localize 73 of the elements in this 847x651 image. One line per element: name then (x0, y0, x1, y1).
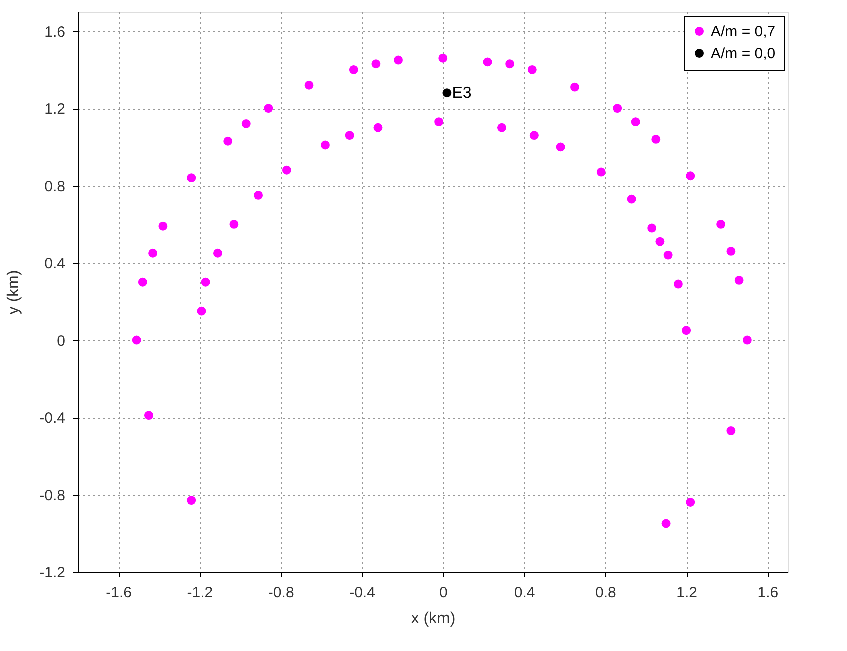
point (726, 426, 736, 436)
point (648, 224, 657, 233)
point (674, 280, 683, 289)
point (321, 140, 330, 150)
point (556, 142, 566, 152)
x-tick-label: -1.6 (106, 584, 132, 602)
point (570, 82, 580, 92)
point (158, 222, 168, 231)
legend-label: A/m = 0,0 (711, 46, 776, 62)
point (662, 519, 671, 528)
point (613, 104, 622, 114)
annotation: E3 (452, 85, 472, 102)
x-axis-title: x (km) (411, 610, 456, 628)
point (254, 190, 264, 200)
y-tick-label: -0.8 (40, 487, 66, 504)
y-tick-label: 0.8 (44, 178, 66, 196)
y-tick-label: 0 (57, 332, 66, 350)
y-tick-label: 0.4 (44, 256, 66, 273)
point (664, 250, 673, 260)
point (282, 166, 292, 175)
y-tick-label: -0.4 (40, 410, 66, 428)
point (144, 411, 154, 420)
point (345, 131, 354, 140)
point (627, 194, 636, 204)
point (372, 60, 381, 69)
point (434, 118, 444, 127)
point (686, 172, 696, 181)
point (304, 80, 314, 90)
point (498, 123, 506, 132)
point (716, 220, 726, 229)
point (187, 174, 196, 183)
point (686, 498, 696, 507)
point (530, 131, 539, 140)
point (187, 496, 196, 506)
point (197, 306, 206, 316)
legend-label: A/m = 0,7 (711, 24, 776, 40)
point (656, 237, 665, 246)
point (596, 168, 606, 177)
point (442, 88, 452, 98)
point (242, 120, 251, 128)
x-tick-label: -0.8 (268, 584, 294, 602)
point (438, 54, 448, 63)
point (230, 220, 239, 229)
point (374, 123, 383, 132)
point (148, 248, 158, 258)
point (214, 248, 222, 258)
point (726, 246, 736, 256)
point (652, 134, 661, 144)
point (631, 118, 640, 127)
y-tick-label: 1.2 (44, 101, 66, 118)
x-tick-label: 0.8 (596, 584, 616, 602)
point (734, 276, 744, 285)
point (682, 326, 692, 336)
point (264, 104, 274, 114)
x-tick-label: 0.4 (514, 584, 536, 602)
point (349, 65, 358, 74)
x-tick-label: -1.2 (187, 584, 214, 602)
point (132, 336, 142, 345)
point (528, 65, 537, 74)
point (138, 278, 148, 287)
y-tick-label: 1.6 (44, 24, 66, 41)
point (224, 136, 233, 146)
x-tick-label: 1.2 (676, 584, 698, 602)
point (742, 336, 752, 345)
point (506, 60, 515, 69)
x-tick-label: 1.6 (758, 584, 779, 602)
y-tick-label: -1.2 (40, 564, 66, 582)
x-tick-label: -0.4 (350, 584, 376, 602)
y-axis-title: y (km) (6, 270, 23, 315)
point (483, 58, 492, 67)
point (394, 56, 403, 65)
x-tick-label: 0 (439, 584, 448, 602)
point (201, 278, 210, 287)
